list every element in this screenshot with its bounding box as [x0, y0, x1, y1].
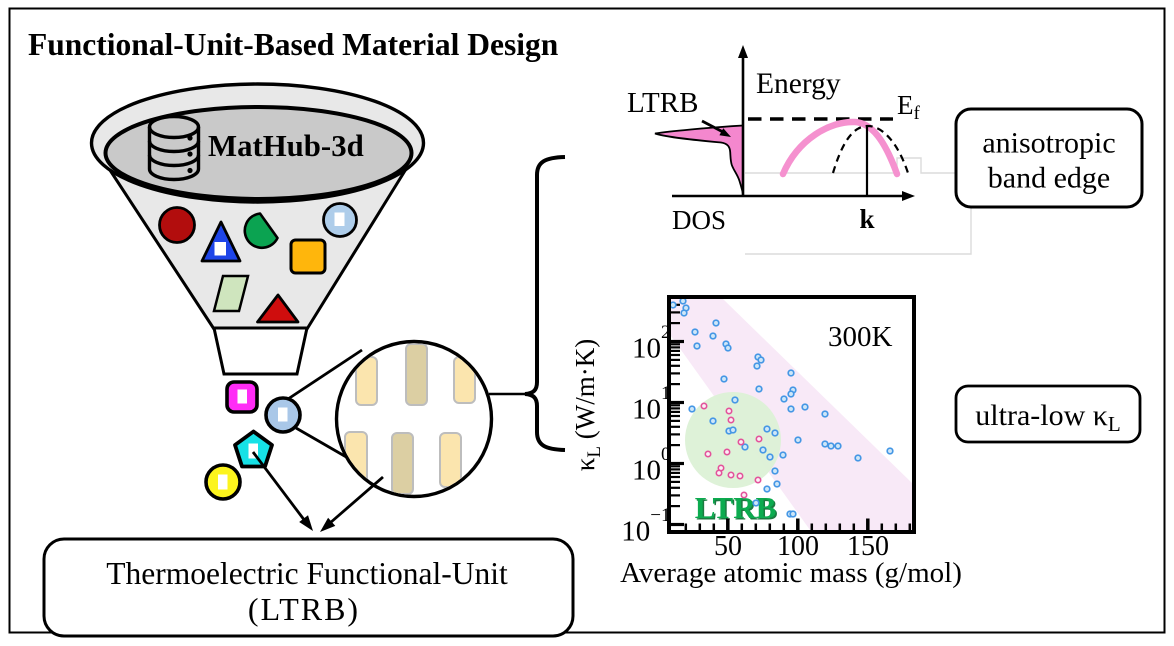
- svg-text:ultra-low κL: ultra-low κL: [975, 399, 1120, 436]
- svg-text:band edge: band edge: [988, 162, 1110, 195]
- svg-text:(LTRB): (LTRB): [248, 591, 360, 627]
- svg-text:DOS: DOS: [672, 205, 726, 235]
- svg-text:Energy: Energy: [756, 68, 841, 100]
- svg-text:150: 150: [847, 531, 889, 562]
- svg-text:LTRB: LTRB: [696, 492, 778, 527]
- svg-text:Thermoelectric Functional-Unit: Thermoelectric Functional-Unit: [106, 556, 508, 591]
- svg-text:LTRB: LTRB: [627, 87, 698, 119]
- svg-text:MatHub-3d: MatHub-3d: [208, 129, 364, 163]
- svg-text:anisotropic: anisotropic: [982, 127, 1115, 160]
- svg-text:Functional-Unit-Based Material: Functional-Unit-Based Material Design: [28, 27, 559, 62]
- svg-text:50: 50: [714, 531, 742, 562]
- svg-text:300K: 300K: [828, 321, 893, 353]
- svg-text:100: 100: [777, 531, 819, 562]
- svg-text:LTRB: LTRB: [695, 490, 777, 525]
- svg-text:Average atomic mass (g/mol): Average atomic mass (g/mol): [620, 557, 962, 589]
- svg-text:k: k: [859, 204, 874, 234]
